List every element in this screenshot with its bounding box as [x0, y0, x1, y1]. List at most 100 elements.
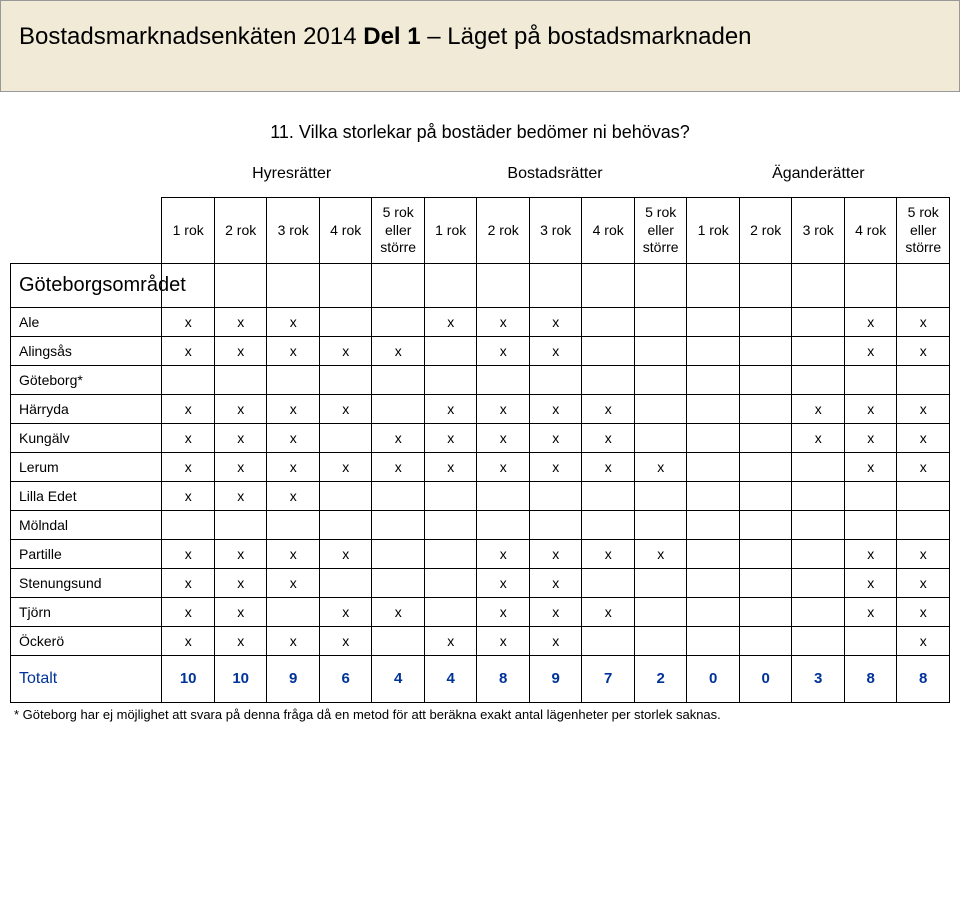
col-h2-5: 5 rok eller större: [634, 198, 687, 264]
table-body: GöteborgsområdetAlexxxxxxxxAlingsåsxxxxx…: [11, 263, 950, 702]
data-cell: [687, 626, 740, 655]
row-label: Kungälv: [11, 423, 162, 452]
data-cell: x: [162, 626, 215, 655]
total-cell: 4: [424, 655, 477, 702]
data-cell: [792, 307, 845, 336]
data-cell: x: [214, 626, 267, 655]
data-cell: x: [792, 423, 845, 452]
data-cell: [372, 568, 425, 597]
data-cell: [739, 568, 792, 597]
data-cell: [529, 481, 582, 510]
region-label: Göteborgsområdet: [11, 263, 162, 307]
col-h3-1: 1 rok: [687, 198, 740, 264]
footnote: * Göteborg har ej möjlighet att svara på…: [10, 707, 950, 722]
data-cell: x: [844, 336, 897, 365]
data-cell: [844, 626, 897, 655]
data-cell: [844, 510, 897, 539]
row-label: Lilla Edet: [11, 481, 162, 510]
data-cell: x: [529, 394, 582, 423]
data-cell: [634, 307, 687, 336]
data-cell: x: [477, 423, 530, 452]
total-cell: 0: [739, 655, 792, 702]
data-cell: x: [214, 597, 267, 626]
data-cell: [739, 336, 792, 365]
data-cell: x: [529, 452, 582, 481]
region-cell: [267, 263, 320, 307]
data-cell: x: [214, 481, 267, 510]
data-cell: [792, 452, 845, 481]
data-cell: [687, 568, 740, 597]
header-blank: [11, 198, 162, 264]
data-cell: [372, 626, 425, 655]
group-spacer: [10, 157, 160, 197]
region-cell: [582, 263, 635, 307]
data-cell: x: [214, 452, 267, 481]
data-cell: [739, 423, 792, 452]
total-cell: 10: [162, 655, 215, 702]
data-cell: x: [319, 597, 372, 626]
data-cell: x: [634, 539, 687, 568]
data-cell: [582, 307, 635, 336]
region-cell: [477, 263, 530, 307]
data-cell: x: [162, 539, 215, 568]
group-headers: Hyresrätter Bostadsrätter Äganderätter: [10, 157, 950, 197]
data-cell: x: [897, 568, 950, 597]
data-cell: [477, 510, 530, 539]
data-cell: x: [477, 568, 530, 597]
data-cell: [162, 510, 215, 539]
data-cell: x: [477, 336, 530, 365]
total-cell: 9: [529, 655, 582, 702]
data-cell: x: [267, 452, 320, 481]
data-cell: [792, 626, 845, 655]
data-cell: [634, 510, 687, 539]
data-cell: [214, 510, 267, 539]
data-cell: x: [897, 307, 950, 336]
table-row: Alexxxxxxxx: [11, 307, 950, 336]
data-cell: x: [897, 452, 950, 481]
page-title: Bostadsmarknadsenkäten 2014 Del 1 – Läge…: [19, 23, 941, 51]
col-h2-3: 3 rok: [529, 198, 582, 264]
data-cell: x: [897, 336, 950, 365]
data-cell: [844, 365, 897, 394]
data-cell: [529, 365, 582, 394]
data-cell: [739, 626, 792, 655]
data-cell: [634, 481, 687, 510]
region-cell: [424, 263, 477, 307]
data-cell: x: [372, 452, 425, 481]
data-cell: [477, 365, 530, 394]
data-cell: [582, 510, 635, 539]
data-cell: x: [792, 394, 845, 423]
data-cell: [319, 481, 372, 510]
data-cell: [739, 452, 792, 481]
table-row: Göteborg*: [11, 365, 950, 394]
group-3: Äganderätter: [687, 157, 950, 197]
table-row: Kungälvxxxxxxxxxxx: [11, 423, 950, 452]
table-row: Tjörnxxxxxxxxx: [11, 597, 950, 626]
col-h2-2: 2 rok: [477, 198, 530, 264]
region-cell: [687, 263, 740, 307]
data-cell: x: [267, 307, 320, 336]
col-h2-1: 1 rok: [424, 198, 477, 264]
data-cell: x: [897, 539, 950, 568]
table-row: Öckeröxxxxxxxx: [11, 626, 950, 655]
data-cell: x: [372, 597, 425, 626]
data-cell: x: [582, 539, 635, 568]
data-cell: [739, 481, 792, 510]
total-cell: 7: [582, 655, 635, 702]
data-cell: x: [897, 626, 950, 655]
data-cell: x: [162, 336, 215, 365]
data-cell: [687, 307, 740, 336]
data-cell: [739, 597, 792, 626]
total-cell: 6: [319, 655, 372, 702]
col-h1-2: 2 rok: [214, 198, 267, 264]
data-cell: x: [162, 597, 215, 626]
data-cell: x: [424, 394, 477, 423]
data-cell: [319, 423, 372, 452]
data-cell: x: [897, 394, 950, 423]
data-cell: x: [529, 568, 582, 597]
data-cell: [687, 481, 740, 510]
data-cell: x: [214, 336, 267, 365]
data-cell: x: [162, 568, 215, 597]
total-label: Totalt: [11, 655, 162, 702]
data-cell: [372, 481, 425, 510]
